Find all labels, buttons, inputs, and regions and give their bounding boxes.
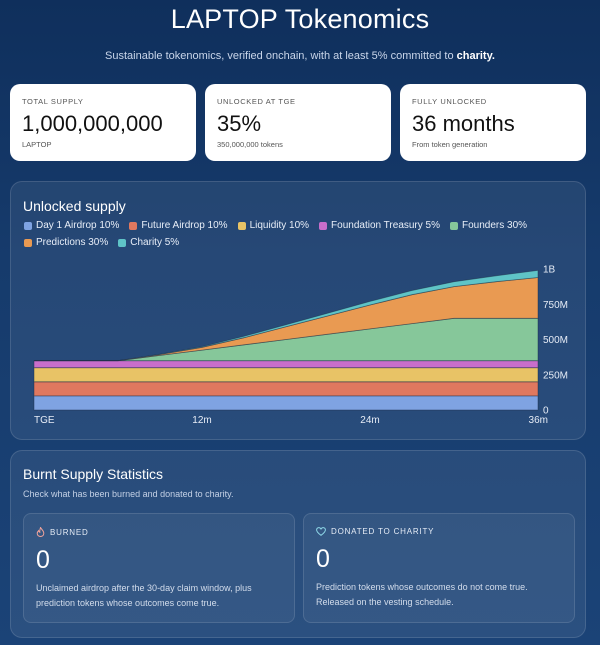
stat-sub: 350,000,000 tokens <box>217 140 283 149</box>
legend-swatch <box>118 238 127 247</box>
legend-swatch <box>24 238 32 247</box>
donated-card: DONATED TO CHARITY 0 Prediction tokens w… <box>303 513 575 623</box>
legend-item: Founders 30% <box>450 220 527 231</box>
y-tick-label: 1B <box>543 265 556 276</box>
burned-card: BURNED 0 Unclaimed airdrop after the 30-… <box>23 513 295 623</box>
legend-swatch <box>450 221 458 230</box>
stat-label: TOTAL SUPPLY <box>22 97 84 106</box>
subtitle-charity: charity. <box>456 50 495 62</box>
burned-value: 0 <box>36 546 50 574</box>
legend-item: Charity 5% <box>118 237 179 248</box>
donated-description: Prediction tokens whose outcomes do not … <box>316 582 528 607</box>
x-tick-label: 12m <box>192 415 211 426</box>
legend-item: Future Airdrop 10% <box>129 220 228 231</box>
legend-label: Founders 30% <box>462 220 528 231</box>
unlocked-supply-title: Unlocked supply <box>23 198 126 214</box>
burnt-supply-panel: Burnt Supply Statistics Check what has b… <box>10 450 586 638</box>
burnt-supply-subtitle: Check what has been burned and donated t… <box>23 489 234 499</box>
unlocked-supply-panel: Unlocked supply Day 1 Airdrop 10% Future … <box>10 181 586 440</box>
area-series-3 <box>33 367 539 383</box>
subtitle-text: Sustainable tokenomics, verified onchain… <box>105 50 454 62</box>
stat-value: 35% <box>217 111 262 136</box>
legend-label: Future Airdrop 10% <box>141 220 228 231</box>
burned-label: BURNED <box>50 527 89 537</box>
legend-label: Charity 5% <box>130 237 180 248</box>
stat-value: 1,000,000,000 <box>22 111 163 136</box>
burned-description: Unclaimed airdrop after the 30-day claim… <box>36 583 252 608</box>
x-tick-label: 36m <box>529 415 548 426</box>
area-series-7 <box>34 269 539 362</box>
legend-item: Liquidity 10% <box>237 220 310 231</box>
stat-value: 36 months <box>412 111 515 136</box>
unlocked-supply-chart: 0 250M 500M 750M 1B TGE 12m 24m 36m <box>33 265 568 426</box>
stat-sub: From token generation <box>412 140 488 149</box>
donated-label: DONATED TO CHARITY <box>331 527 435 536</box>
stat-sub: LAPTOP <box>22 140 52 149</box>
area-series-1 <box>33 395 539 411</box>
donated-value: 0 <box>316 545 330 573</box>
flame-icon <box>36 527 45 537</box>
legend-swatch <box>129 221 138 230</box>
legend-label: Liquidity 10% <box>249 220 310 231</box>
stat-label: FULLY UNLOCKED <box>412 97 487 106</box>
chart-legend: Day 1 Airdrop 10% Future Airdrop 10% Liqui… <box>24 220 564 248</box>
x-tick-label: TGE <box>34 415 55 426</box>
legend-label: Day 1 Airdrop 10% <box>36 220 120 231</box>
legend-item: Day 1 Airdrop 10% <box>24 220 119 231</box>
y-tick-label: 250M <box>543 370 568 381</box>
legend-label: Predictions 30% <box>36 237 109 248</box>
legend-swatch <box>237 221 246 230</box>
heart-icon <box>316 527 326 536</box>
x-tick-label: 24m <box>360 415 379 426</box>
legend-item: Foundation Treasury 5% <box>319 220 440 231</box>
page-subtitle: Sustainable tokenomics, verified onchain… <box>0 50 600 62</box>
donated-header: DONATED TO CHARITY <box>316 527 562 536</box>
stat-card-fully-unlocked: FULLY UNLOCKED 36 months From token gene… <box>400 84 586 161</box>
stat-card-total-supply: TOTAL SUPPLY 1,000,000,000 LAPTOP <box>10 84 196 161</box>
stat-card-unlocked-tge: UNLOCKED AT TGE 35% 350,000,000 tokens <box>205 84 391 161</box>
area-series-2 <box>33 381 539 397</box>
stat-label: UNLOCKED AT TGE <box>217 97 296 106</box>
legend-item: Predictions 30% <box>24 237 108 248</box>
legend-swatch <box>24 221 32 230</box>
burned-header: BURNED <box>36 527 282 537</box>
y-tick-label: 750M <box>543 300 568 311</box>
area-series-4 <box>33 360 539 369</box>
y-tick-label: 500M <box>543 335 568 346</box>
y-tick-label: 0 <box>543 406 549 417</box>
legend-swatch <box>319 221 328 230</box>
page-title: LAPTOP Tokenomics <box>170 4 430 34</box>
legend-label: Foundation Treasury 5% <box>331 220 440 231</box>
burnt-supply-title: Burnt Supply Statistics <box>23 466 164 482</box>
